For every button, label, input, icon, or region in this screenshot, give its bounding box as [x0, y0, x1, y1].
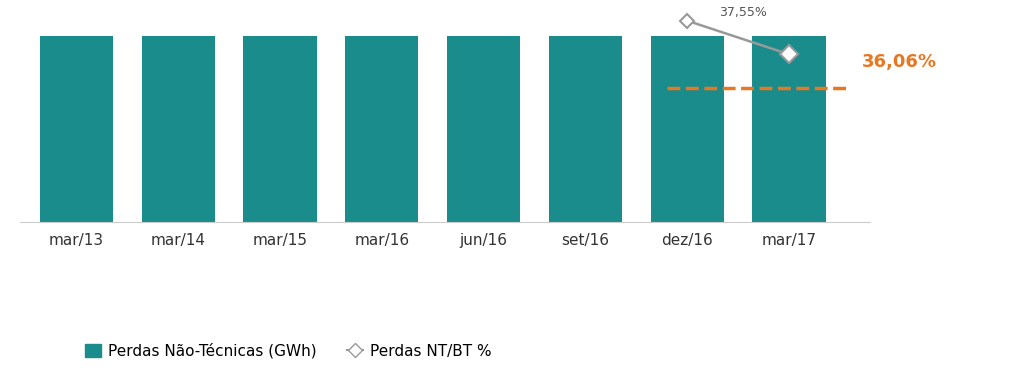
Bar [549, 36, 622, 222]
Bar [345, 36, 419, 222]
Bar [753, 36, 825, 222]
Bar [40, 36, 113, 222]
Text: 36,06%: 36,06% [862, 53, 937, 71]
Bar [446, 36, 520, 222]
Bar [650, 36, 724, 222]
Bar [244, 36, 316, 222]
Bar [141, 36, 215, 222]
Text: 37,55%: 37,55% [719, 6, 767, 19]
